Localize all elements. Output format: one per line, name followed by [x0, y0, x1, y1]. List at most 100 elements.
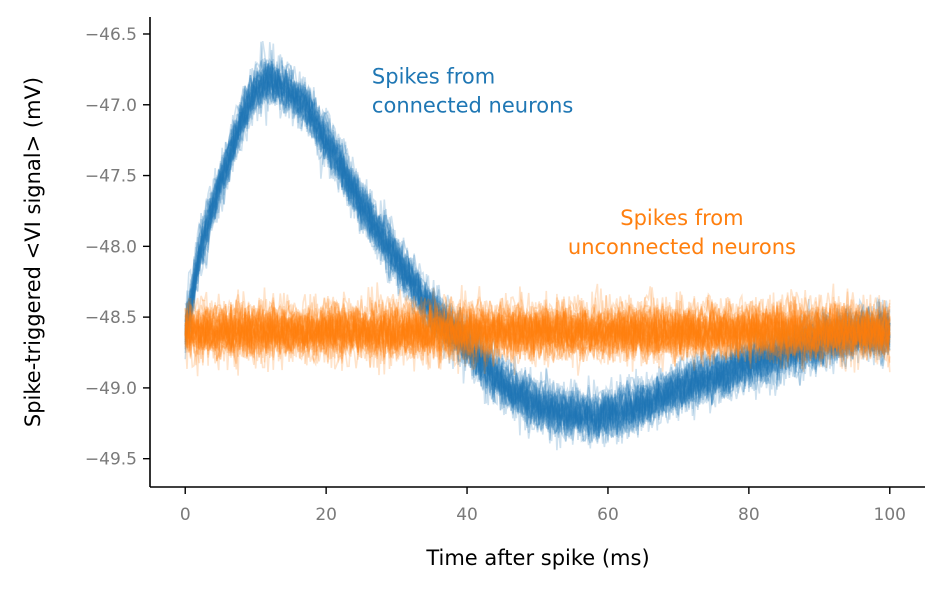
series-0-trace	[184, 57, 891, 435]
series-0-trace	[184, 67, 891, 435]
x-axis-label: Time after spike (ms)	[425, 546, 649, 570]
series-1-trace	[184, 292, 891, 366]
series-1-trace	[184, 282, 891, 349]
series-0-traces	[184, 40, 891, 451]
series-1-trace	[184, 293, 891, 357]
series-1-trace	[184, 296, 891, 368]
series-1-trace	[185, 283, 891, 348]
series-0-trace	[184, 69, 891, 443]
x-tick-label: 0	[180, 505, 191, 525]
series-0-trace	[184, 63, 891, 437]
series-0-trace	[184, 61, 891, 439]
series-0-trace	[184, 61, 891, 442]
series-1-trace	[184, 297, 891, 360]
y-axis-label: Spike-triggered <VI signal> (mV)	[21, 77, 45, 427]
series-0-trace	[184, 68, 891, 436]
series-0-trace	[184, 41, 891, 429]
series-1-trace	[184, 302, 891, 365]
y-tick-label: −49.0	[85, 379, 137, 399]
axes-layer	[149, 17, 925, 488]
series-1-trace	[184, 299, 891, 377]
series-0-trace	[184, 42, 891, 429]
series-1-trace	[184, 303, 891, 359]
series-1-trace	[184, 294, 891, 369]
series-1-trace	[184, 299, 891, 371]
series-0-trace	[184, 70, 891, 449]
series-0-trace	[184, 72, 891, 444]
series-1-trace	[184, 300, 891, 363]
series-1-trace	[184, 298, 891, 376]
series-1-trace	[184, 295, 891, 369]
series-0-trace	[184, 40, 891, 427]
series-1-trace	[184, 306, 891, 376]
annotation-line: connected neurons	[372, 94, 573, 118]
series-1-trace	[184, 297, 891, 373]
series-1-trace	[184, 311, 890, 362]
annotation-line: unconnected neurons	[568, 235, 796, 259]
series-0-trace	[184, 80, 891, 448]
series-0-trace	[184, 58, 891, 429]
annotation-series-0: Spikes from connected neurons	[372, 65, 573, 118]
series-0-trace	[184, 63, 891, 433]
series-0-trace	[184, 62, 891, 432]
x-tick-label: 80	[738, 505, 760, 525]
series-1-trace	[184, 302, 891, 364]
series-1-trace	[184, 299, 891, 363]
series-1-trace	[184, 298, 891, 370]
series-1-trace	[184, 317, 891, 372]
annotation-line: Spikes from	[620, 206, 743, 230]
series-1-trace	[184, 312, 891, 372]
ticks-layer: 0 20 40 60 80 100 −46.5 −47.0 −47.5 −48.0 −48.5 −49…	[85, 25, 906, 525]
series-0-trace	[184, 64, 891, 434]
series-0-trace	[184, 54, 891, 423]
series-0-trace	[184, 69, 891, 449]
series-0-trace	[184, 55, 891, 444]
x-tick-label: 100	[874, 505, 906, 525]
series-0-trace	[184, 49, 891, 420]
series-1-trace	[184, 314, 891, 376]
series-0-trace	[184, 68, 891, 429]
y-tick-label: −48.0	[85, 237, 137, 257]
series-1-trace	[184, 308, 891, 367]
series-0-trace	[184, 66, 891, 451]
series-1-trace	[184, 307, 891, 371]
y-tick-label: −47.5	[85, 167, 137, 187]
series-0-trace	[184, 64, 891, 435]
annotation-series-1: Spikes from unconnected neurons	[568, 206, 796, 259]
y-tick-label: −49.5	[85, 450, 137, 470]
series-0-trace	[184, 66, 891, 442]
series-1-trace	[184, 283, 891, 351]
series-0-trace	[184, 65, 891, 444]
series-0-trace	[184, 78, 891, 445]
traces-layer	[184, 40, 891, 451]
series-1-trace	[184, 308, 891, 373]
series-0-trace	[184, 58, 891, 438]
series-1-trace	[184, 300, 891, 365]
series-1-trace	[184, 298, 891, 359]
series-0-trace	[184, 69, 891, 444]
series-1-trace	[185, 302, 890, 375]
series-0-trace	[184, 64, 891, 431]
series-1-trace	[184, 286, 891, 356]
annotation-layer: Spikes from connected neurons Spikes from u…	[372, 65, 796, 260]
series-0-trace	[184, 66, 891, 430]
x-tick-label: 40	[456, 505, 478, 525]
y-tick-label: −47.0	[85, 96, 137, 116]
series-1-trace	[184, 291, 891, 358]
series-1-trace	[184, 303, 891, 369]
series-0-trace	[184, 67, 891, 427]
series-0-trace	[184, 59, 891, 426]
series-0-trace	[184, 66, 891, 442]
x-tick-label: 20	[315, 505, 337, 525]
series-0-trace	[184, 43, 891, 439]
series-0-trace	[184, 60, 891, 430]
series-0-trace	[184, 71, 891, 444]
y-tick-label: −48.5	[85, 308, 137, 328]
series-0-trace	[184, 78, 891, 446]
series-1-trace	[184, 286, 891, 349]
series-1-trace	[184, 291, 891, 359]
series-1-trace	[184, 301, 891, 367]
annotation-line: Spikes from	[372, 65, 495, 89]
x-tick-label: 60	[597, 505, 619, 525]
